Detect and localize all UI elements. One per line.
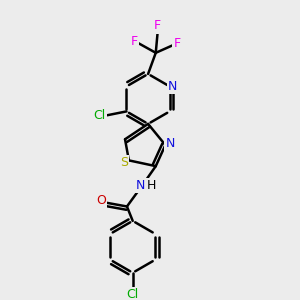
Text: O: O: [96, 194, 106, 207]
Text: F: F: [131, 35, 138, 48]
Text: Cl: Cl: [127, 288, 139, 300]
Text: Cl: Cl: [93, 109, 106, 122]
Text: F: F: [173, 37, 181, 50]
Text: F: F: [154, 20, 161, 32]
Text: N: N: [168, 80, 177, 93]
Text: N: N: [136, 179, 145, 192]
Text: N: N: [166, 136, 175, 150]
Text: H: H: [146, 179, 156, 192]
Text: S: S: [120, 156, 128, 169]
